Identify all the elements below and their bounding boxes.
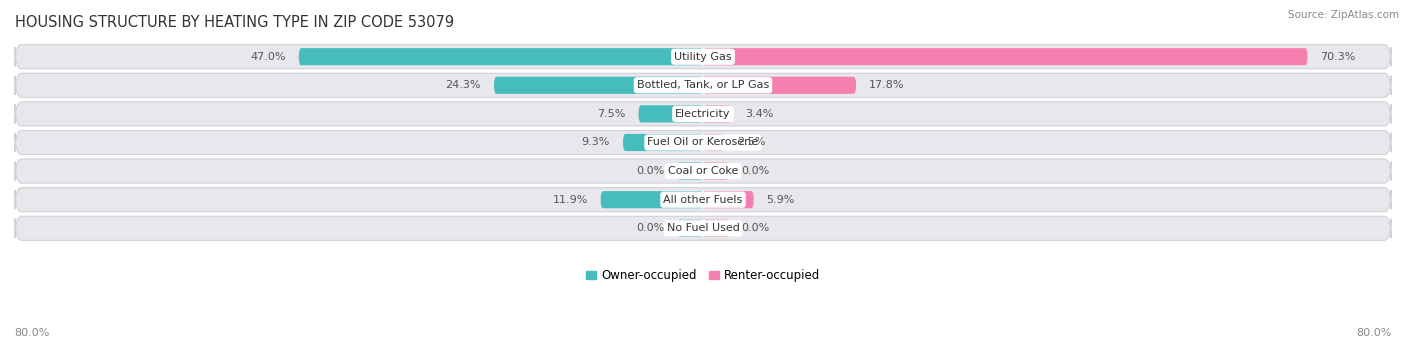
Legend: Owner-occupied, Renter-occupied: Owner-occupied, Renter-occupied <box>581 264 825 287</box>
Text: 0.0%: 0.0% <box>742 166 770 176</box>
FancyBboxPatch shape <box>15 131 1391 154</box>
Text: 0.0%: 0.0% <box>636 223 664 233</box>
Text: 5.9%: 5.9% <box>766 195 794 205</box>
FancyBboxPatch shape <box>703 105 733 122</box>
Text: Fuel Oil or Kerosene: Fuel Oil or Kerosene <box>647 137 759 148</box>
Text: 0.0%: 0.0% <box>636 166 664 176</box>
FancyBboxPatch shape <box>703 220 728 237</box>
Text: 80.0%: 80.0% <box>14 328 49 338</box>
FancyBboxPatch shape <box>15 188 1391 212</box>
Text: All other Fuels: All other Fuels <box>664 195 742 205</box>
FancyBboxPatch shape <box>494 77 703 94</box>
FancyBboxPatch shape <box>703 48 1308 65</box>
Text: Electricity: Electricity <box>675 109 731 119</box>
FancyBboxPatch shape <box>703 77 856 94</box>
Text: HOUSING STRUCTURE BY HEATING TYPE IN ZIP CODE 53079: HOUSING STRUCTURE BY HEATING TYPE IN ZIP… <box>15 15 454 30</box>
Text: 3.4%: 3.4% <box>745 109 773 119</box>
FancyBboxPatch shape <box>15 159 1391 183</box>
FancyBboxPatch shape <box>678 220 703 237</box>
Text: No Fuel Used: No Fuel Used <box>666 223 740 233</box>
Text: 24.3%: 24.3% <box>446 80 481 90</box>
Text: 47.0%: 47.0% <box>250 52 285 62</box>
Text: 9.3%: 9.3% <box>582 137 610 148</box>
Text: 17.8%: 17.8% <box>869 80 904 90</box>
FancyBboxPatch shape <box>703 191 754 208</box>
Text: 0.0%: 0.0% <box>742 223 770 233</box>
Text: Utility Gas: Utility Gas <box>675 52 731 62</box>
Text: 7.5%: 7.5% <box>598 109 626 119</box>
FancyBboxPatch shape <box>15 45 1391 69</box>
FancyBboxPatch shape <box>623 134 703 151</box>
Text: Source: ZipAtlas.com: Source: ZipAtlas.com <box>1288 10 1399 20</box>
Text: 70.3%: 70.3% <box>1320 52 1355 62</box>
FancyBboxPatch shape <box>15 216 1391 240</box>
FancyBboxPatch shape <box>638 105 703 122</box>
FancyBboxPatch shape <box>678 163 703 180</box>
FancyBboxPatch shape <box>600 191 703 208</box>
Text: Bottled, Tank, or LP Gas: Bottled, Tank, or LP Gas <box>637 80 769 90</box>
FancyBboxPatch shape <box>15 73 1391 97</box>
FancyBboxPatch shape <box>703 163 728 180</box>
Text: 2.5%: 2.5% <box>737 137 766 148</box>
Text: Coal or Coke: Coal or Coke <box>668 166 738 176</box>
FancyBboxPatch shape <box>703 134 724 151</box>
Text: 80.0%: 80.0% <box>1357 328 1392 338</box>
FancyBboxPatch shape <box>15 102 1391 126</box>
Text: 11.9%: 11.9% <box>553 195 588 205</box>
FancyBboxPatch shape <box>299 48 703 65</box>
